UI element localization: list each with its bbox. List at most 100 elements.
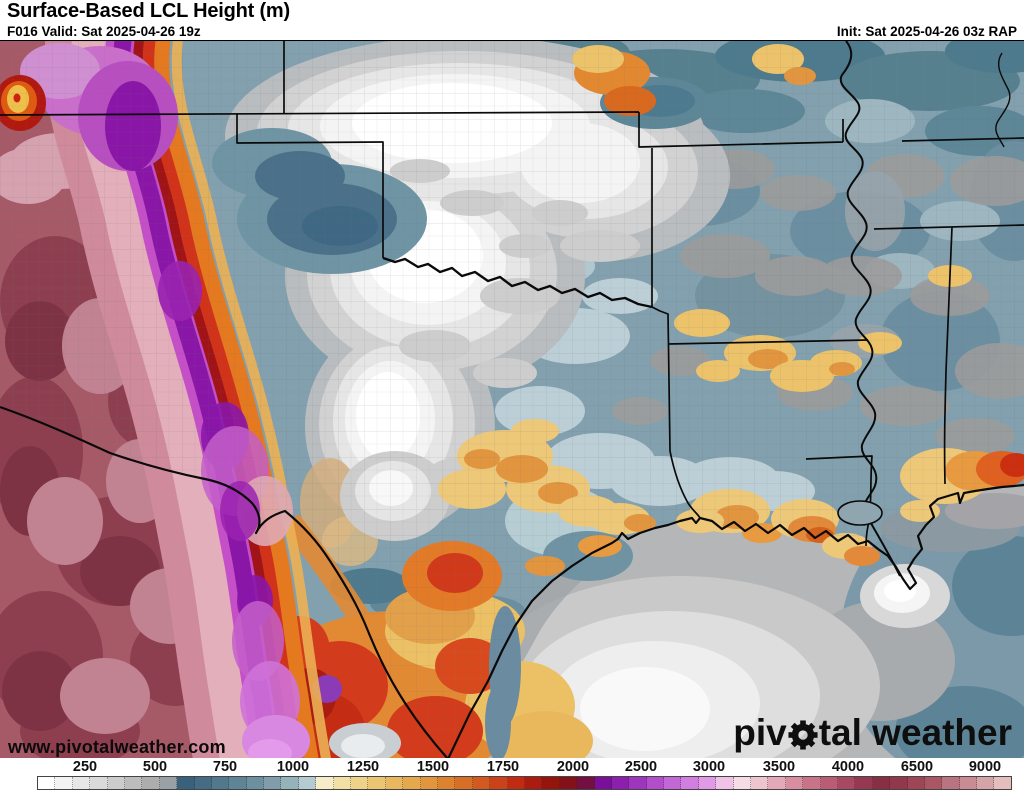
colorbar-tick-label: 2500	[624, 759, 658, 775]
colorbar-segment	[577, 777, 595, 789]
colorbar-tick-label: 9000	[968, 759, 1002, 775]
colorbar-tick-label: 3000	[692, 759, 726, 775]
colorbar-tick-label: 4000	[831, 759, 865, 775]
colorbar-segment	[229, 777, 247, 789]
colorbar-segment	[611, 777, 630, 789]
colorbar-segment	[664, 777, 682, 789]
colorbar-tick-label: 1000	[276, 759, 310, 775]
colorbar-segment	[977, 777, 995, 789]
colorbar-segment	[246, 777, 265, 789]
border-ms-al	[943, 226, 953, 485]
border-ar-la	[667, 339, 869, 345]
state-borders	[0, 41, 1024, 547]
colorbar-segment	[159, 777, 178, 789]
border-tn-ms	[873, 224, 1024, 230]
colorbar-segment	[768, 777, 786, 789]
colorbar-tick-label: 1250	[346, 759, 380, 775]
colorbar-segment	[959, 777, 978, 789]
colorbar-segment	[403, 777, 421, 789]
border-tx-east-sabine	[651, 306, 701, 519]
colorbar-segment	[281, 777, 299, 789]
colorbar-segment	[298, 777, 317, 789]
logo-text-prefix: piv	[733, 712, 787, 753]
colorbar-segment	[542, 777, 560, 789]
header-bar: Surface-Based LCL Height (m) F016 Valid:…	[0, 0, 1024, 40]
border-ok-mo-ar	[638, 112, 1024, 148]
colorbar-segment	[507, 777, 525, 789]
init-time-label: Init: Sat 2025-04-26 03z RAP	[836, 24, 1017, 39]
watermark-url: www.pivotalweather.com	[8, 737, 226, 757]
lcl-map-image	[0, 41, 1024, 759]
colorbar-segment	[420, 777, 438, 789]
gear-icon	[788, 720, 818, 750]
colorbar-segment	[820, 777, 838, 789]
colorbar-segment	[698, 777, 717, 789]
valid-time-label: F016 Valid: Sat 2025-04-26 19z	[7, 24, 201, 39]
colorbar-segment	[837, 777, 856, 789]
colorbar-tick-label: 6500	[900, 759, 934, 775]
colorbar-segment	[194, 777, 212, 789]
field-gulf	[445, 485, 1024, 759]
colorbar-segment	[681, 777, 699, 789]
colorbar-segment	[524, 777, 543, 789]
colorbar-segment	[72, 777, 91, 789]
colorbar-segment	[142, 777, 160, 789]
colorbar-tick-label: 1750	[486, 759, 520, 775]
page-title: Surface-Based LCL Height (m)	[7, 0, 290, 22]
colorbar-segment	[559, 777, 578, 789]
pivotal-weather-logo: piv tal weather	[733, 712, 1012, 754]
colorbar-segment	[55, 777, 73, 789]
colorbar-segment	[38, 777, 56, 789]
colorbar-segment	[733, 777, 752, 789]
colorbar-segment	[907, 777, 925, 789]
colorbar-segment	[646, 777, 665, 789]
river-top-right	[995, 52, 1011, 148]
border-co-nm-ks	[0, 111, 640, 116]
colorbar-segment	[124, 777, 143, 789]
major-rivers	[0, 41, 1024, 759]
logo-text-suffix: tal weather	[818, 712, 1012, 753]
rio-grande	[0, 405, 449, 759]
colorbar-segment	[594, 777, 612, 789]
colorbar-segment	[264, 777, 282, 789]
colorbar-segment	[472, 777, 491, 789]
colorbar-segment	[716, 777, 734, 789]
colorbar-tick-label: 250	[72, 759, 98, 775]
colorbar-segment	[490, 777, 508, 789]
red-river	[382, 256, 653, 309]
colorbar-tick-label: 3500	[762, 759, 796, 775]
colorbar-segment	[385, 777, 404, 789]
colorbar-segment	[368, 777, 386, 789]
colorbar-tick-label: 750	[212, 759, 238, 775]
colorbar-segment	[803, 777, 821, 789]
colorbar-segment	[890, 777, 908, 789]
weather-map[interactable]: www.pivotalweather.com piv tal weather	[0, 40, 1024, 759]
colorbar-segment	[177, 777, 195, 789]
colorbar-tick-label: 2000	[556, 759, 590, 775]
lcl-field	[0, 41, 1024, 759]
coastline	[447, 483, 1024, 759]
colorbar-segment	[107, 777, 125, 789]
colorbar	[37, 776, 1012, 790]
colorbar-segment	[90, 777, 108, 789]
colorbar-footer: 250 500 750 1000 1250 1500 1750 2000 2500 3000 350…	[0, 758, 1024, 791]
border-ok-panhandle	[236, 113, 384, 258]
mississippi-river	[839, 41, 901, 577]
colorbar-segment	[942, 777, 960, 789]
colorbar-tick-label: 1500	[416, 759, 450, 775]
colorbar-segment	[211, 777, 230, 789]
colorbar-segment	[351, 777, 369, 789]
colorbar-segment	[437, 777, 456, 789]
colorbar-segment	[785, 777, 804, 789]
lake-pontchartrain	[837, 500, 883, 526]
colorbar-segment	[629, 777, 647, 789]
colorbar-tick-label: 500	[142, 759, 168, 775]
colorbar-segment	[872, 777, 891, 789]
colorbar-segment	[924, 777, 943, 789]
colorbar-segment	[316, 777, 334, 789]
colorbar-segment	[455, 777, 473, 789]
colorbar-segment	[333, 777, 352, 789]
colorbar-segment	[994, 777, 1011, 789]
colorbar-segment	[855, 777, 873, 789]
